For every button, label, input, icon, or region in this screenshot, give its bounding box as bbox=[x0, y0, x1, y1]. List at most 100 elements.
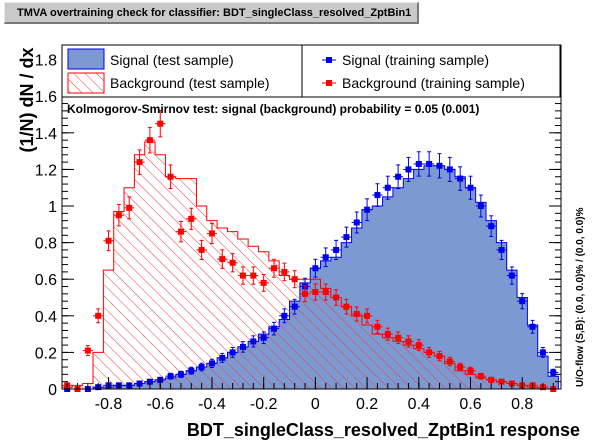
signal-training-point bbox=[423, 151, 435, 177]
background-training-point bbox=[258, 274, 269, 292]
background-training-point bbox=[144, 126, 156, 154]
signal-training-point bbox=[496, 239, 507, 261]
signal-training-point bbox=[486, 215, 497, 238]
signal-training-point bbox=[548, 368, 559, 377]
background-training-point bbox=[423, 346, 435, 358]
signal-training-point bbox=[227, 346, 238, 358]
y-tick-label: 1.4 bbox=[35, 126, 57, 143]
background-training-point bbox=[434, 350, 445, 362]
background-training-point bbox=[175, 220, 187, 243]
legend-label-background-training: Background (training sample) bbox=[342, 75, 525, 91]
y-tick-label: 0.2 bbox=[35, 345, 57, 362]
signal-training-point bbox=[175, 370, 187, 378]
background-training-point bbox=[413, 339, 424, 351]
legend-label-signal-training: Signal (training sample) bbox=[342, 52, 489, 68]
background-training-point bbox=[382, 327, 393, 341]
background-training-point bbox=[206, 222, 218, 245]
y-tick-label: 1.6 bbox=[35, 89, 57, 106]
legend-swatch-signal-test bbox=[67, 48, 105, 70]
x-tick-label: 0.6 bbox=[459, 396, 481, 413]
background-training-point bbox=[82, 345, 94, 357]
y-tick-label: 1.8 bbox=[35, 53, 57, 70]
background-training-point bbox=[351, 306, 362, 322]
background-training-point bbox=[341, 298, 352, 315]
background-training-point bbox=[444, 356, 455, 367]
background-training-point bbox=[372, 319, 383, 334]
signal-training-point bbox=[320, 247, 331, 268]
background-training-point bbox=[103, 230, 114, 252]
signal-training-point bbox=[475, 194, 487, 218]
signal-training-point bbox=[330, 239, 342, 261]
background-training-point bbox=[289, 270, 300, 289]
background-training-point bbox=[465, 366, 476, 375]
signal-training-point bbox=[372, 183, 383, 207]
background-training-point bbox=[320, 283, 331, 301]
signal-training-point bbox=[382, 175, 393, 200]
signal-training-point bbox=[217, 352, 228, 363]
signal-training-point bbox=[341, 226, 352, 248]
background-training-point bbox=[310, 283, 321, 301]
x-tick-label: 0.2 bbox=[356, 396, 378, 413]
background-training-point bbox=[454, 362, 466, 372]
background-training-point bbox=[124, 196, 135, 220]
background-training-point bbox=[217, 249, 228, 269]
signal-training-point bbox=[196, 362, 207, 372]
background-training-point bbox=[155, 109, 166, 138]
signal-training-point bbox=[248, 335, 259, 348]
background-training-point bbox=[403, 335, 414, 348]
signal-training-point bbox=[527, 319, 538, 334]
signal-training-point bbox=[186, 366, 197, 375]
background-training-point bbox=[227, 253, 238, 273]
y-axis-label: (1/N) dN / dx bbox=[17, 47, 37, 152]
background-training-point bbox=[279, 262, 290, 282]
signal-training-point bbox=[279, 308, 290, 324]
y-tick-label: 0.8 bbox=[35, 236, 57, 253]
legend-label-signal-test: Signal (test sample) bbox=[110, 52, 234, 68]
signal-training-point bbox=[258, 331, 269, 345]
window-title: TMVA overtraining check for classifier: … bbox=[17, 7, 412, 19]
background-training-point bbox=[330, 289, 342, 306]
signal-training-point bbox=[268, 321, 280, 336]
signal-training-point bbox=[361, 198, 373, 222]
background-training-point bbox=[93, 308, 104, 324]
y-tick-label: 1.2 bbox=[35, 162, 57, 179]
signal-training-point bbox=[517, 293, 528, 310]
x-tick-label: 0.8 bbox=[511, 396, 533, 413]
y-tick-label: 1 bbox=[48, 199, 57, 216]
y-tick-label: 0.6 bbox=[35, 272, 57, 289]
background-training-point bbox=[248, 266, 259, 285]
x-tick-label: 0.4 bbox=[408, 396, 430, 413]
legend-swatch-background-test bbox=[67, 72, 105, 94]
signal-training-point bbox=[237, 341, 249, 353]
signal-training-point bbox=[165, 372, 176, 380]
x-axis-ticks: -0.8 -0.6 -0.4 -0.2 0 0.2 0.4 0.6 0.8 bbox=[66, 45, 554, 413]
signal-training-point bbox=[289, 298, 300, 315]
signal-training-point bbox=[403, 156, 414, 182]
ks-test-text: Kolmogorov-Smirnov test: signal (backgro… bbox=[67, 102, 479, 116]
signal-training-point bbox=[351, 211, 362, 234]
x-tick-label: 0 bbox=[311, 396, 320, 413]
signal-training-point bbox=[392, 164, 404, 190]
x-tick-label: -0.4 bbox=[198, 396, 226, 413]
signal-training-point bbox=[506, 266, 518, 285]
signal-training-point bbox=[310, 258, 321, 278]
x-tick-label: -0.2 bbox=[250, 396, 278, 413]
background-training-point bbox=[196, 239, 207, 261]
signal-training-point bbox=[434, 153, 445, 179]
background-training-point bbox=[237, 266, 249, 285]
signal-training-point bbox=[206, 358, 218, 368]
background-training-point bbox=[392, 331, 404, 345]
x-tick-label: -0.8 bbox=[95, 396, 123, 413]
legend-box-training bbox=[301, 44, 561, 98]
background-training-point bbox=[165, 164, 176, 190]
x-tick-label: -0.6 bbox=[146, 396, 174, 413]
overflow-text: U/O-flow (S,B): (0.0, 0.0)% / (0.0, 0.0)… bbox=[575, 207, 586, 387]
window-title-bar: TMVA overtraining check for classifier: … bbox=[4, 2, 419, 24]
signal-training-point bbox=[444, 156, 455, 182]
background-training-point bbox=[113, 203, 125, 227]
background-training-point bbox=[475, 372, 487, 380]
signal-training-point bbox=[465, 175, 476, 200]
background-training-point bbox=[268, 258, 280, 278]
